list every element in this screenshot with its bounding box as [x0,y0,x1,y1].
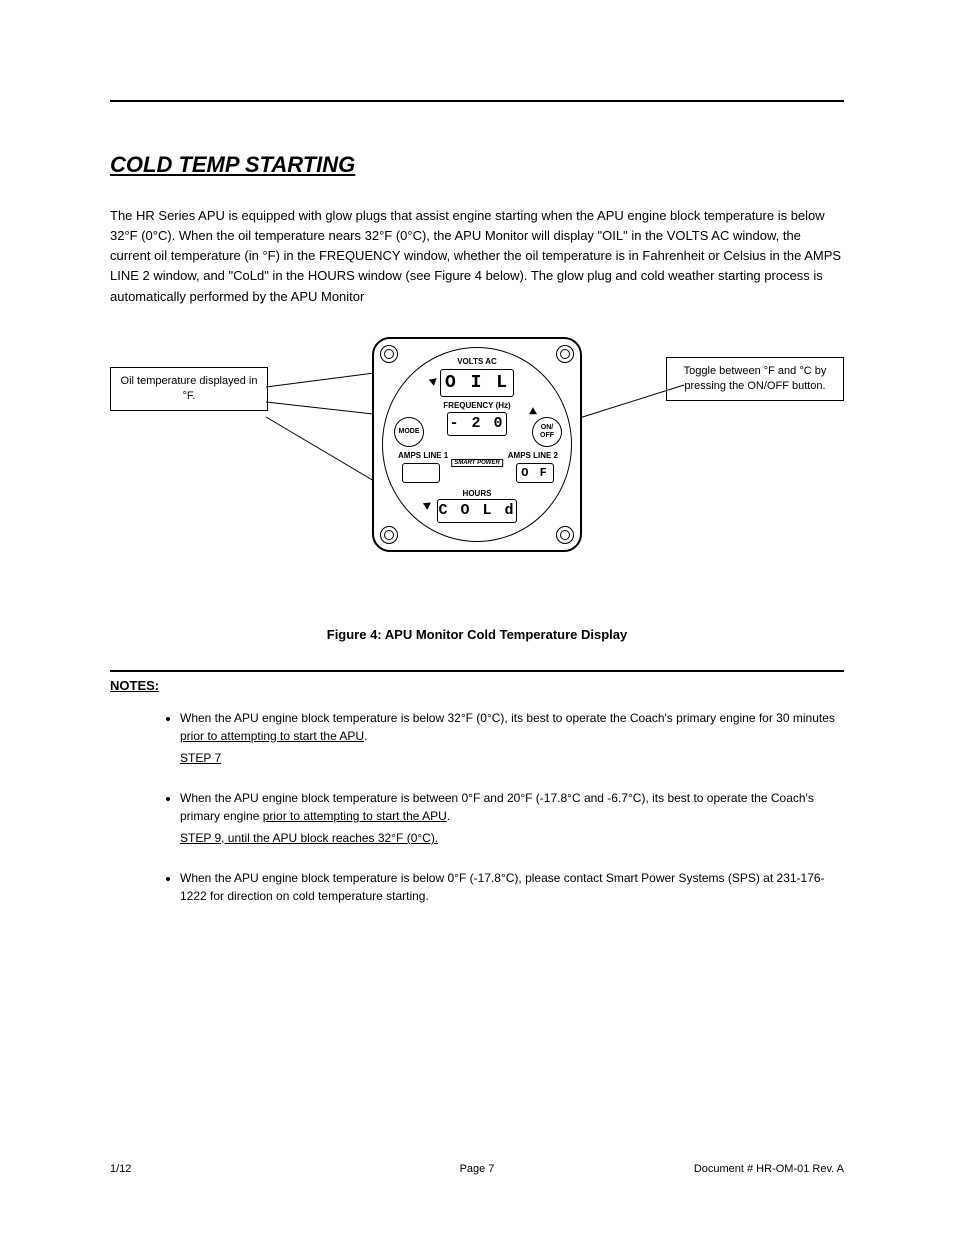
label-hours: HOURS [463,489,492,498]
note-item: When the APU engine block temperature is… [180,869,844,905]
page-footer: 1/12 Page 7 Document # HR-OM-01 Rev. A [110,1163,844,1175]
mode-button[interactable]: MODE [394,417,424,447]
note-text: When the APU engine block temperature is… [180,791,814,823]
screw-icon [556,526,574,544]
readout-frequency: - 2 0 [447,412,507,436]
readout-hours: C O L d [437,499,517,523]
note-step: STEP 9, until the APU block reaches 32°F… [180,829,844,847]
notes-heading: NOTES: [110,678,844,693]
section-title: COLD TEMP STARTING [110,152,844,178]
figure-area: Oil temperature displayed in °F. Toggle … [110,317,844,627]
label-volts: VOLTS AC [457,357,497,366]
brand-label: SMART POWER [451,459,503,467]
label-amps1: AMPS LINE 1 [398,451,448,460]
readout-amps2: O F [516,463,554,483]
note-item: When the APU engine block temperature is… [180,709,844,767]
notes-list: When the APU engine block temperature is… [110,709,844,905]
readout-volts: O I L [440,369,514,397]
callout-left: Oil temperature displayed in °F. [110,367,268,412]
note-step: STEP 7 [180,749,844,767]
footer-page: Page 7 [460,1163,495,1175]
screw-icon [380,345,398,363]
onoff-button[interactable]: ON/ OFF [532,417,562,447]
note-text: When the APU engine block temperature is… [180,711,835,743]
label-amps2: AMPS LINE 2 [508,451,558,460]
footer-left: 1/12 [110,1163,131,1175]
gauge: VOLTS AC O I L FREQUENCY (Hz) - 2 0 AMPS… [372,337,582,552]
screw-icon [556,345,574,363]
rule-mid [110,670,844,672]
rule-top [110,100,844,102]
figure-caption: Figure 4: APU Monitor Cold Temperature D… [110,627,844,642]
section-description: The HR Series APU is equipped with glow … [110,206,844,307]
callout-right: Toggle between °F and °C by pressing the… [666,357,844,402]
footer-right: Document # HR-OM-01 Rev. A [694,1163,844,1175]
gauge-panel: VOLTS AC O I L FREQUENCY (Hz) - 2 0 AMPS… [372,337,582,552]
page: COLD TEMP STARTING The HR Series APU is … [0,0,954,1235]
screw-icon [380,526,398,544]
note-text: When the APU engine block temperature is… [180,871,825,903]
note-item: When the APU engine block temperature is… [180,789,844,847]
label-frequency: FREQUENCY (Hz) [443,401,510,410]
readout-amps1 [402,463,440,483]
